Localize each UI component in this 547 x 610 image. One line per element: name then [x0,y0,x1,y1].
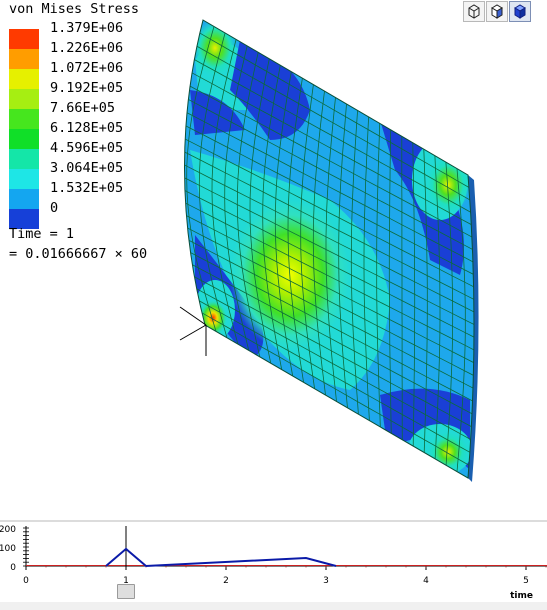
y-tick-label: 200 [0,525,16,535]
plate-outline [184,19,475,479]
mesh-line [196,299,471,454]
legend-label: 6.128E+05 [50,120,124,136]
legend-label: 1.226E+06 [50,40,124,56]
legend-label: 1.532E+05 [50,180,124,196]
x-tick-label: 0 [23,576,29,586]
legend-label: 1.379E+06 [50,20,124,36]
x-axis-label: time [510,591,533,601]
shaded-cube-icon [491,4,503,19]
legend-label: 3.064E+05 [50,160,124,176]
legend-label: 0 [50,200,59,216]
legend-swatch [9,49,39,69]
solid-cube-icon [514,4,526,19]
status-strip [0,602,547,610]
x-tick-label: 1 [123,576,129,586]
plate-side-face [468,175,479,482]
legend-swatch [9,109,39,129]
legend-label: 9.192E+05 [50,80,124,96]
legend-swatch [9,89,39,109]
view-cube-button-1[interactable] [463,1,485,22]
legend-swatch [9,209,39,229]
mesh-line [456,168,466,472]
legend-swatch [9,29,39,49]
legend-swatch [9,69,39,89]
legend-label: 4.596E+05 [50,140,124,156]
view-cube-button-3[interactable] [509,1,531,22]
timeline-panel[interactable]: 200 100 0 0 1 2 3 4 5 time [0,522,547,610]
panel-separator[interactable] [0,520,547,522]
plate-face [184,20,474,478]
y-tick-label: 0 [10,563,16,573]
view-mode-toolbar [463,1,531,23]
legend-label: 7.66E+05 [50,100,116,116]
mesh-line [189,273,474,428]
time-equation: = 0.01666667 × 60 [9,246,148,262]
legend-swatch [9,189,39,209]
timeline-scroll-thumb[interactable] [117,584,135,599]
time-label: Time = 1 [9,226,75,242]
y-tick-label: 100 [0,544,16,554]
wireframe-cube-icon [468,4,480,19]
mesh-line [445,162,454,466]
load-curve-series [105,547,337,568]
legend-swatch [9,169,39,189]
legend-title: von Mises Stress [9,1,140,17]
x-tick-label: 4 [423,576,429,586]
mesh-line [200,311,470,466]
mesh-line [434,155,441,459]
legend-swatch [9,149,39,169]
axis-triad-icon [179,306,207,356]
x-tick-label: 5 [523,576,529,586]
mesh-line [193,286,472,441]
x-tick-label: 2 [223,576,229,586]
model-viewport[interactable]: von Mises Stress 1.379E+06 1.226E+06 1.072… [0,0,547,520]
legend-swatch [9,129,39,149]
stress-contour-plot[interactable] [0,0,547,520]
legend-label: 1.072E+06 [50,60,124,76]
timeline-chart[interactable]: 200 100 00 1 2 3 4 5 time [0,522,547,610]
x-tick-label: 3 [323,576,329,586]
view-cube-button-2[interactable] [486,1,508,22]
